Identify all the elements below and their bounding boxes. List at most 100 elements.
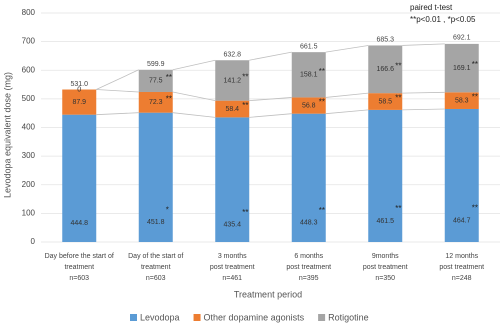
legend-label: Rotigotine (328, 312, 369, 322)
value-label: 435.4 (223, 222, 241, 229)
connector (325, 92, 369, 98)
x-tick-label: post treatment (210, 264, 255, 271)
significance: ** (395, 204, 401, 213)
significance: ** (472, 93, 478, 102)
connector (96, 69, 139, 90)
bar-segment (138, 112, 173, 243)
y-axis-title: Levodopa equivalent dose (mg) (2, 72, 12, 198)
note: paired t-test (410, 3, 453, 12)
significance: ** (242, 101, 248, 110)
value-label: 72.3 (149, 99, 163, 106)
value-label: 158.1 (300, 72, 318, 79)
bar-segment (368, 93, 403, 110)
bar-segment (291, 52, 326, 98)
significance: ** (319, 206, 325, 215)
x-tick-label: 12 months (445, 253, 478, 260)
connector (172, 59, 216, 71)
value-label: 77.5 (149, 78, 163, 85)
significance: ** (166, 94, 172, 103)
bar-segment (62, 114, 97, 242)
total-label: 599.9 (147, 61, 165, 68)
y-tick-label: 100 (22, 208, 36, 217)
connector (325, 109, 369, 115)
x-tick-label: treatment (141, 264, 171, 271)
x-tick-label: n=395 (299, 275, 319, 282)
x-tick-label: post treatment (286, 264, 331, 271)
bar-segment (215, 117, 250, 242)
value-label: 141.2 (223, 77, 241, 84)
total-label: 685.3 (376, 37, 394, 44)
x-tick-label: post treatment (439, 264, 484, 271)
y-tick-label: 800 (22, 8, 36, 17)
connector (172, 112, 216, 118)
bar-segment (215, 60, 250, 101)
significance: ** (242, 73, 248, 82)
significance: ** (166, 73, 172, 82)
x-tick-label: 9months (372, 253, 399, 260)
significance: ** (472, 60, 478, 69)
bar-segment (368, 109, 403, 242)
value-label: 166.6 (376, 66, 394, 73)
x-tick-label: post treatment (363, 264, 408, 271)
y-tick-label: 200 (22, 180, 36, 189)
total-label: 531.0 (70, 81, 88, 88)
value-label: 464.7 (453, 217, 471, 224)
significance: ** (242, 208, 248, 217)
total-label: 661.5 (300, 43, 318, 50)
x-tick-label: n=603 (146, 275, 166, 282)
total-label: 692.1 (453, 35, 471, 42)
bar-segment (138, 69, 173, 92)
x-tick-label: 3 months (218, 253, 247, 260)
significance: ** (472, 204, 478, 213)
bar-segment (291, 97, 326, 114)
bar-segment (62, 89, 97, 115)
connector (96, 112, 139, 116)
connector (402, 91, 445, 94)
legend-swatch (193, 314, 201, 321)
significance: ** (319, 98, 325, 107)
bar-segment (444, 43, 479, 93)
legend-swatch (318, 314, 326, 321)
y-tick-label: 400 (22, 123, 36, 132)
significance: ** (395, 94, 401, 103)
legend-swatch (130, 314, 137, 321)
value-label: 448.3 (300, 220, 318, 227)
value-label: 58.4 (225, 106, 239, 113)
y-tick-label: 300 (22, 151, 36, 160)
x-tick-label: Day of the start of (128, 253, 183, 260)
legend-label: Other dopamine agonists (204, 312, 305, 322)
bar-segment (368, 45, 403, 94)
x-axis-title: Treatment period (234, 289, 302, 299)
value-label: 87.9 (72, 99, 86, 106)
y-tick-label: 700 (22, 37, 36, 46)
value-label: 169.1 (453, 65, 471, 72)
significance: ** (319, 67, 325, 76)
connector (172, 91, 216, 102)
value-label: 451.8 (147, 219, 165, 226)
x-tick-label: treatment (64, 264, 94, 271)
value-label: 56.8 (302, 102, 316, 109)
x-tick-label: n=248 (452, 275, 472, 282)
x-tick-label: n=350 (375, 275, 395, 282)
bar-segment (444, 108, 479, 243)
y-tick-label: 600 (22, 65, 36, 74)
note: **p<0.01 , *p<0.05 (410, 15, 476, 24)
x-tick-label: n=603 (69, 275, 89, 282)
connector (402, 43, 445, 46)
x-tick-label: Day before the start of (45, 253, 114, 260)
significance: ** (395, 61, 401, 70)
value-label: 444.8 (70, 220, 88, 227)
x-tick-label: n=461 (222, 275, 242, 282)
total-label: 632.8 (223, 52, 241, 59)
connector (249, 113, 292, 118)
bar-segment (444, 92, 479, 109)
bar-segment (291, 113, 326, 242)
value-label: 58.5 (378, 98, 392, 105)
bar-segment (138, 91, 173, 113)
significance: * (166, 205, 169, 214)
connector (249, 51, 292, 61)
value-label: 0 (77, 86, 81, 93)
connector (325, 45, 369, 53)
connector (249, 97, 292, 102)
